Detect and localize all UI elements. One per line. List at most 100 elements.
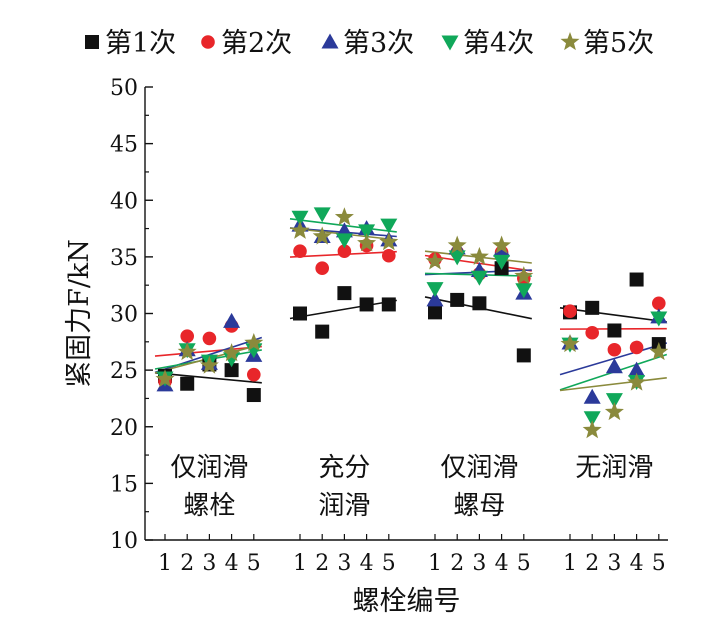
group-label: 仅润滑 (440, 453, 518, 483)
data-point (629, 272, 644, 287)
data-point (627, 372, 647, 391)
data-point (315, 324, 330, 339)
x-tick-label: 3 (472, 551, 486, 576)
x-tick-label: 5 (652, 551, 666, 576)
x-tick-label: 3 (337, 551, 351, 576)
data-point (607, 323, 622, 338)
data-point (515, 283, 533, 299)
legend-label: 第4次 (463, 28, 534, 59)
data-point (425, 251, 445, 270)
data-point (472, 296, 487, 311)
group-label: 润滑 (318, 491, 370, 521)
y-axis-title: 紧固力F/kN (64, 239, 95, 388)
data-point (199, 355, 219, 374)
data-point (224, 363, 239, 378)
trend-line (154, 345, 262, 357)
data-point (493, 254, 511, 270)
data-point (426, 282, 444, 298)
data-point (247, 367, 261, 382)
x-tick-label: 4 (495, 551, 509, 576)
data-point (560, 334, 580, 353)
data-point (628, 361, 646, 377)
data-point (470, 270, 488, 286)
data-point (180, 376, 195, 391)
data-point (583, 411, 601, 427)
legend-marker (85, 35, 99, 49)
group-label: 螺母 (453, 491, 505, 521)
y-tick-label: 35 (110, 246, 138, 271)
data-point (605, 393, 623, 409)
y-tick-label: 40 (110, 189, 138, 214)
data-point (492, 235, 512, 254)
data-point (650, 311, 668, 327)
x-tick-label: 2 (315, 551, 329, 576)
legend-marker (321, 33, 339, 49)
x-tick-label: 2 (585, 551, 599, 576)
data-point (223, 312, 241, 328)
x-tick-label: 3 (607, 551, 621, 576)
data-point (334, 207, 354, 226)
data-point (585, 325, 599, 340)
trend-line (559, 307, 667, 323)
data-point (315, 261, 330, 276)
y-tick-label: 25 (110, 359, 138, 384)
x-tick-label: 2 (450, 551, 464, 576)
y-tick-label: 45 (110, 133, 138, 158)
data-point (337, 286, 352, 301)
group-label: 仅润滑 (170, 453, 248, 483)
group-label: 充分 (318, 453, 370, 483)
data-point (652, 296, 666, 311)
trend-line (289, 299, 397, 320)
legend-marker (560, 32, 580, 51)
legend-marker (441, 35, 459, 51)
data-point (629, 340, 644, 355)
y-tick-label: 30 (110, 303, 138, 328)
group-label: 螺栓 (183, 491, 235, 521)
x-tick-label: 5 (382, 551, 396, 576)
data-point (358, 224, 376, 240)
y-tick-label: 15 (110, 472, 138, 497)
data-point (381, 297, 396, 312)
data-point (604, 402, 624, 421)
data-point (585, 300, 600, 315)
data-point (180, 329, 194, 343)
x-tick-label: 1 (293, 551, 307, 576)
data-point (202, 331, 217, 346)
data-point (605, 358, 623, 374)
data-point (450, 292, 465, 307)
data-point (516, 348, 531, 363)
x-tick-label: 1 (158, 551, 172, 576)
trend-line (154, 372, 262, 384)
x-tick-label: 4 (630, 551, 644, 576)
data-point (155, 369, 175, 388)
data-point (583, 388, 601, 404)
data-point (337, 244, 352, 259)
data-point (428, 305, 442, 320)
data-points (155, 207, 669, 439)
data-point (380, 218, 398, 234)
x-tick-label: 3 (202, 551, 216, 576)
legend-label: 第3次 (343, 28, 414, 59)
axis-titles: 螺栓编号 紧固力F/kN (64, 239, 461, 617)
legend-label: 第5次 (583, 28, 654, 59)
data-point (563, 304, 577, 319)
group-label: 无润滑 (575, 453, 653, 483)
data-point (313, 207, 331, 223)
x-tick-label: 5 (517, 551, 531, 576)
data-point (359, 297, 374, 312)
legend-label: 第1次 (105, 28, 176, 59)
data-point (607, 342, 622, 357)
data-point (514, 266, 534, 285)
y-tick-label: 50 (110, 76, 138, 101)
data-point (290, 220, 310, 239)
data-point (312, 226, 332, 245)
data-point (246, 388, 261, 403)
data-point (582, 420, 602, 439)
data-point (357, 233, 377, 252)
legend: 第1次 第2次 第3次 第4次 第5次 (85, 28, 654, 59)
data-point (447, 235, 467, 254)
data-point (244, 332, 264, 352)
